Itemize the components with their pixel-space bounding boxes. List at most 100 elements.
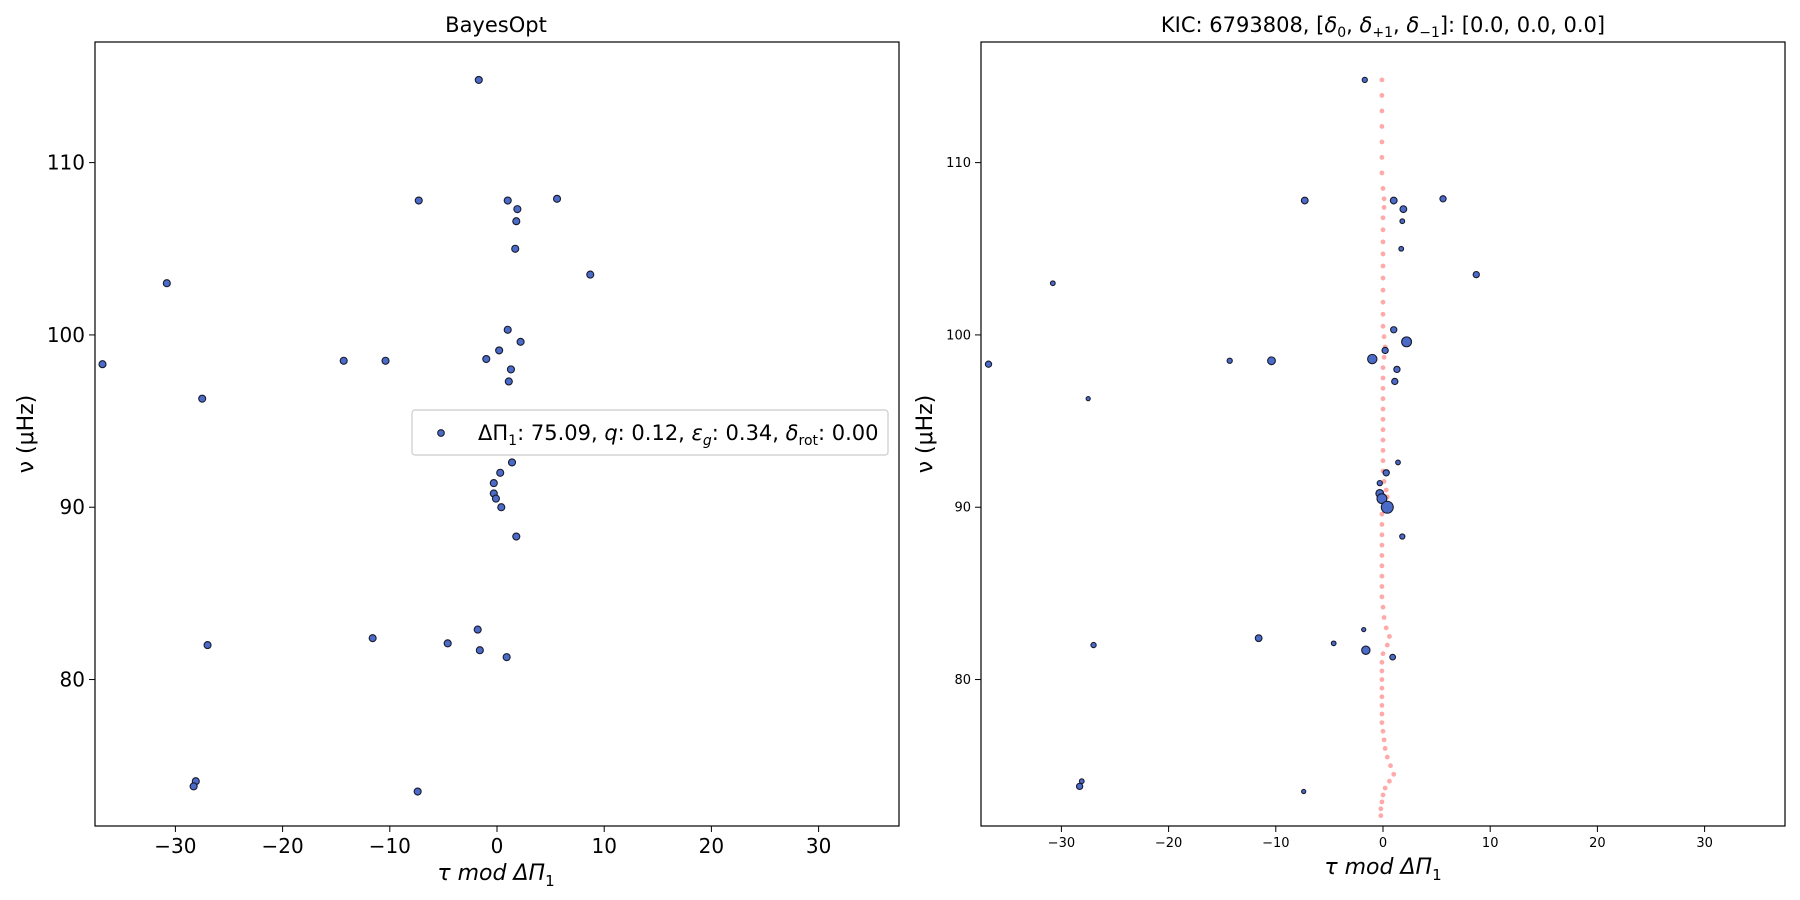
left-plot-frame bbox=[94, 41, 900, 827]
data-point bbox=[507, 458, 517, 467]
model-point bbox=[1380, 215, 1386, 221]
data-point bbox=[552, 194, 562, 203]
model-point bbox=[1380, 437, 1386, 443]
model-point bbox=[1380, 365, 1386, 371]
left-y-tick-label: 90 bbox=[60, 495, 85, 519]
left-y-tick-label: 110 bbox=[47, 151, 85, 175]
data-point bbox=[1090, 641, 1097, 649]
data-point bbox=[497, 503, 506, 512]
bayesopt-panel: BayesOpt −30 −20 −10 0 10 20 30 80 90 100 110 ΔΠ1:… bbox=[14, 13, 900, 890]
model-point bbox=[1379, 668, 1385, 674]
model-point bbox=[1381, 737, 1387, 743]
data-point bbox=[491, 494, 500, 503]
data-point bbox=[339, 356, 348, 365]
data-point bbox=[443, 639, 452, 648]
model-point bbox=[1388, 763, 1393, 769]
model-point bbox=[1379, 584, 1385, 589]
model-point bbox=[1382, 746, 1388, 751]
model-point bbox=[1379, 542, 1385, 548]
left-x-axis-label: τ mod ΔΠ1 bbox=[437, 861, 554, 890]
data-point bbox=[1395, 459, 1401, 466]
data-point bbox=[1382, 469, 1390, 477]
data-point bbox=[503, 325, 512, 334]
data-point bbox=[503, 196, 512, 205]
model-point bbox=[1383, 625, 1389, 631]
data-point bbox=[511, 244, 520, 253]
right-data-points bbox=[984, 76, 1480, 795]
data-point bbox=[1393, 365, 1401, 374]
model-point bbox=[1380, 427, 1386, 433]
model-point bbox=[1380, 323, 1386, 329]
data-point bbox=[516, 337, 525, 346]
model-point bbox=[1380, 227, 1386, 233]
model-point bbox=[1384, 754, 1390, 760]
model-point bbox=[1381, 615, 1387, 620]
left-y-tick-label: 80 bbox=[60, 668, 85, 692]
left-x-tick-label: 20 bbox=[699, 834, 724, 858]
right-x-tick-label: −30 bbox=[1048, 836, 1075, 851]
model-point bbox=[1379, 594, 1385, 600]
right-axis-ticks: −30 −20 −10 0 10 20 30 80 90 100 110 bbox=[946, 156, 1713, 851]
model-point bbox=[1379, 93, 1385, 98]
model-point bbox=[1379, 720, 1385, 726]
data-point bbox=[414, 196, 423, 205]
data-point bbox=[1399, 533, 1406, 540]
model-point bbox=[1379, 573, 1385, 579]
model-point bbox=[1379, 702, 1385, 708]
data-point bbox=[489, 479, 498, 488]
model-point bbox=[1380, 299, 1386, 305]
model-point bbox=[1380, 287, 1386, 293]
model-point bbox=[1378, 813, 1384, 819]
model-point bbox=[1380, 239, 1386, 245]
model-point bbox=[1379, 711, 1385, 717]
data-point bbox=[512, 532, 521, 541]
model-point bbox=[1381, 205, 1387, 210]
right-x-tick-label: −20 bbox=[1155, 836, 1182, 851]
model-point bbox=[1380, 396, 1386, 402]
model-point bbox=[1379, 124, 1385, 129]
left-data-points bbox=[98, 75, 595, 796]
data-point bbox=[513, 205, 522, 214]
model-point bbox=[1380, 186, 1386, 191]
model-point bbox=[1380, 651, 1386, 657]
data-point bbox=[189, 782, 198, 791]
data-point bbox=[1075, 782, 1084, 791]
model-point bbox=[1383, 487, 1389, 493]
data-point bbox=[475, 646, 484, 655]
model-point bbox=[1381, 196, 1387, 202]
model-point bbox=[1379, 155, 1385, 160]
right-x-tick-label: −10 bbox=[1262, 836, 1289, 851]
right-plot-frame bbox=[980, 41, 1786, 827]
model-point bbox=[1380, 458, 1386, 464]
model-point bbox=[1379, 659, 1385, 665]
data-point bbox=[473, 625, 482, 634]
data-point bbox=[413, 787, 422, 796]
model-point bbox=[1379, 511, 1385, 517]
model-point bbox=[1379, 694, 1385, 700]
right-model-points bbox=[1378, 77, 1397, 819]
model-point bbox=[1378, 806, 1384, 812]
kic-panel: KIC: 6793808, [δ0, δ+1, δ−1]: [0.0, 0.0,… bbox=[913, 13, 1786, 884]
model-point bbox=[1380, 728, 1386, 734]
right-x-tick-label: 0 bbox=[1379, 836, 1387, 851]
model-point bbox=[1380, 447, 1386, 453]
right-y-axis-label: ν (μHz) bbox=[913, 395, 938, 474]
model-point bbox=[1379, 563, 1385, 569]
left-x-tick-label: −20 bbox=[261, 834, 303, 858]
data-point bbox=[368, 634, 377, 643]
model-point bbox=[1379, 799, 1385, 805]
data-point bbox=[1226, 357, 1233, 364]
right-y-tick-label: 90 bbox=[954, 501, 971, 516]
data-point bbox=[1301, 788, 1307, 795]
model-point bbox=[1380, 263, 1386, 269]
data-point bbox=[381, 356, 390, 365]
model-point bbox=[1380, 251, 1386, 257]
model-point bbox=[1380, 375, 1386, 381]
model-point bbox=[1379, 553, 1385, 558]
model-point bbox=[1379, 170, 1385, 176]
data-point bbox=[506, 365, 515, 374]
data-point bbox=[1398, 245, 1405, 252]
model-point bbox=[1380, 792, 1386, 798]
data-point bbox=[1380, 500, 1394, 514]
